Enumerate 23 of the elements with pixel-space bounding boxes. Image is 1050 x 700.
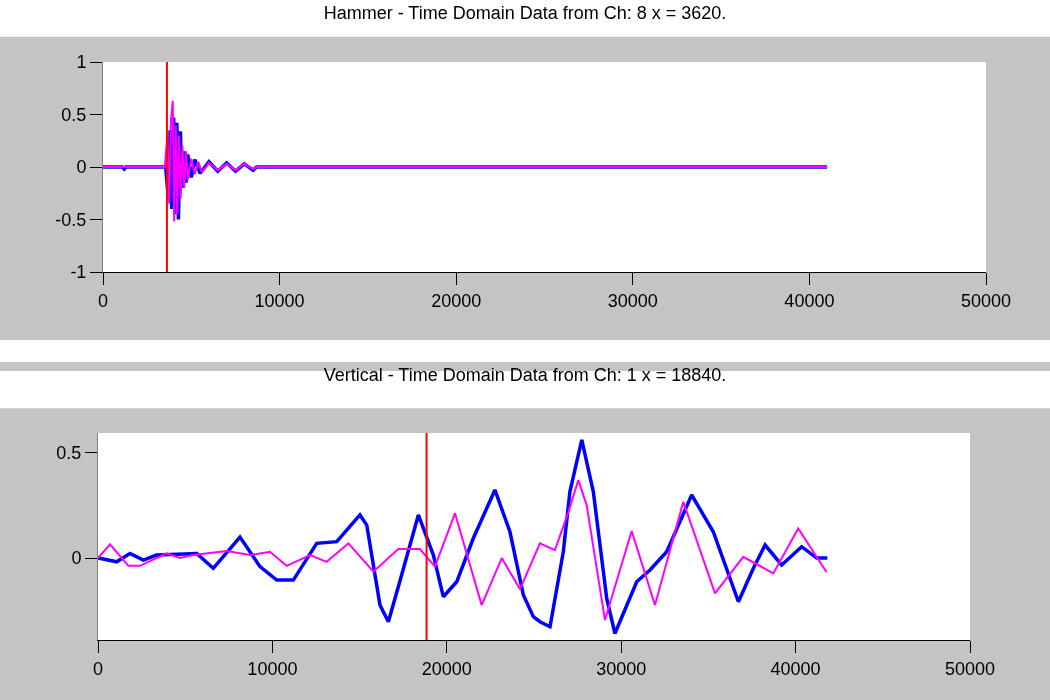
x-tick-label: 30000 [596,658,647,679]
x-tick-label: 0 [97,290,109,311]
x-tick-label: 0 [92,658,104,679]
line-series [98,438,830,636]
x-tick-label: 10000 [254,290,305,311]
x-tick-label: 50000 [944,658,996,679]
y-tick-label: -1 [70,262,87,283]
x-tick-label: 40000 [784,290,835,311]
x-tick-label: 20000 [431,290,482,311]
x-tick-label: 30000 [607,290,658,311]
y-tick-label: 0.5 [61,104,87,125]
chart-title: Hammer - Time Domain Data from Ch: 8 x = 3620. [323,2,727,23]
x-tick-label: 20000 [421,658,472,679]
x-tick-label: 40000 [770,658,821,679]
line-series [98,479,828,622]
y-tick-label: 0.5 [56,443,82,464]
y-tick-label: -0.5 [55,209,87,230]
y-tick-label: 1 [76,52,87,73]
y-tick-label: 0 [71,548,82,569]
x-tick-label: 10000 [247,658,298,679]
x-tick-label: 50000 [960,290,1012,311]
chart-title: Vertical - Time Domain Data from Ch: 1 x = 18840. [323,364,727,385]
y-tick-label: 0 [76,157,87,178]
